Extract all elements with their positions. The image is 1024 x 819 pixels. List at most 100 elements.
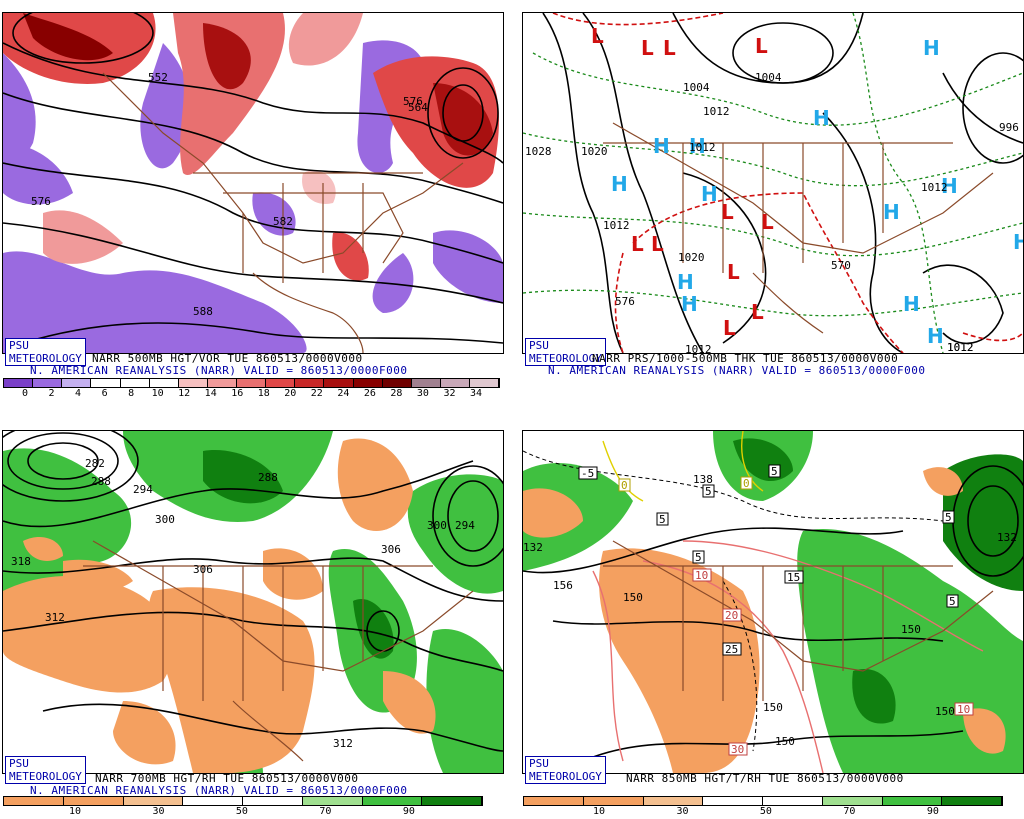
svg-text:L: L xyxy=(755,34,768,58)
scale-tick-label: 2 xyxy=(48,388,55,399)
svg-text:H: H xyxy=(681,292,698,316)
scale-tick-label: 4 xyxy=(75,388,82,399)
contour-label: 306 xyxy=(193,563,213,576)
scale-swatch xyxy=(149,379,179,387)
scale-swatch xyxy=(91,379,121,387)
scale-swatch xyxy=(4,379,34,387)
scale-tick-label: 12 xyxy=(178,388,191,399)
contour-label: 5 xyxy=(705,485,712,498)
contour-label: 306 xyxy=(381,543,401,556)
contour-label: 150 xyxy=(775,735,795,748)
contour-label: 312 xyxy=(333,737,353,750)
svg-text:L: L xyxy=(723,316,736,340)
scale-tick-label: 22 xyxy=(310,388,323,399)
svg-text:L: L xyxy=(591,24,604,48)
contour-label: 150 xyxy=(763,701,783,714)
scale-tick-label: 10 xyxy=(592,806,606,817)
scale-swatch xyxy=(382,379,412,387)
scale-tick-label: 24 xyxy=(337,388,350,399)
contour-label: 1012 xyxy=(947,341,974,353)
scale-swatch xyxy=(524,797,584,805)
scale-tick-label: 10 xyxy=(68,806,82,817)
map-850mb-temp-rh: 138 132 156 150 150 150 150 150 132 -5 0 5 0 5 5 5 10 15 2… xyxy=(522,430,1024,774)
contour-label-box xyxy=(618,478,631,492)
contour-label: 10 xyxy=(957,703,970,716)
contour-label: 5 xyxy=(945,511,952,524)
contour-label-box xyxy=(784,570,804,584)
contour-label: 588 xyxy=(193,305,213,318)
contour-label: 1012 xyxy=(603,219,630,232)
scale-tick-label: 50 xyxy=(235,806,248,817)
vorticity-color-scale xyxy=(3,378,500,388)
scale-swatch xyxy=(411,379,441,387)
contour-label: 582 xyxy=(273,215,293,228)
svg-text:L: L xyxy=(663,36,676,60)
panel-title: NARR 700MB HGT/RH TUE 860513/0000V000 xyxy=(95,772,359,785)
scale-tick-label: 20 xyxy=(284,388,297,399)
svg-text:L: L xyxy=(761,210,774,234)
contour-label: 132 xyxy=(997,531,1017,544)
svg-text:L: L xyxy=(631,232,644,256)
logo-label: PSU METEOROLOGY xyxy=(525,756,606,784)
contour-label: 132 xyxy=(523,541,543,554)
rh850-scale-ticks: 10 30 50 70 90 xyxy=(523,806,1001,818)
scale-swatch xyxy=(643,797,704,805)
contour-label: 1012 xyxy=(703,105,730,118)
contour-label-box xyxy=(578,466,598,480)
scale-swatch xyxy=(703,797,763,805)
contour-label: 5 xyxy=(695,551,702,564)
contour-label: 10 xyxy=(695,569,708,582)
rh-color-scale xyxy=(3,796,483,806)
contour-label: 150 xyxy=(901,623,921,636)
contour-label: 564 xyxy=(408,101,428,114)
svg-text:H: H xyxy=(883,200,900,224)
svg-text:H: H xyxy=(941,174,958,198)
contour-label: 138 xyxy=(693,473,713,486)
scale-tick-label: 14 xyxy=(204,388,217,399)
logo-label: PSU METEOROLOGY xyxy=(5,756,86,784)
contour-label: 0 xyxy=(621,479,628,492)
contour-label: 318 xyxy=(11,555,31,568)
svg-text:H: H xyxy=(927,324,944,348)
scale-swatch xyxy=(63,797,124,805)
svg-text:H: H xyxy=(813,106,830,130)
contour-label: 1004 xyxy=(755,71,782,84)
scale-swatch xyxy=(123,797,184,805)
contour-label: 576 xyxy=(403,95,423,108)
scale-swatch xyxy=(183,797,243,805)
contour-label: 1012 xyxy=(685,343,712,353)
contour-label: 1028 xyxy=(525,145,552,158)
scale-swatch xyxy=(470,379,500,387)
contour-label: 25 xyxy=(725,643,738,656)
contour-label-box xyxy=(728,742,748,756)
svg-text:H: H xyxy=(677,270,694,294)
svg-text:H: H xyxy=(903,292,920,316)
contour-label: 576 xyxy=(31,195,51,208)
map-500mb-vorticity: 552 564 576 582 588 576 xyxy=(2,12,504,354)
scale-tick-label: 28 xyxy=(390,388,403,399)
scale-tick-label: 6 xyxy=(101,388,108,399)
svg-text:L: L xyxy=(727,260,740,284)
contour-label: 1012 xyxy=(947,341,974,353)
scale-swatch xyxy=(178,379,208,387)
logo-label: PSU METEOROLOGY xyxy=(5,338,86,366)
valid-line: N. AMERICAN REANALYSIS (NARR) VALID = 86… xyxy=(30,784,408,797)
scale-tick-label: 34 xyxy=(469,388,483,399)
contour-label: 20 xyxy=(725,609,738,622)
scale-swatch xyxy=(440,379,470,387)
scale-swatch xyxy=(62,379,92,387)
rh850-color-scale xyxy=(523,796,1003,806)
scale-swatch xyxy=(120,379,150,387)
scale-tick-label: 70 xyxy=(843,806,856,817)
scale-tick-label: 30 xyxy=(416,388,429,399)
scale-swatch xyxy=(882,797,943,805)
scale-swatch xyxy=(243,797,303,805)
svg-text:H: H xyxy=(611,172,628,196)
contour-label: 300 xyxy=(155,513,175,526)
scale-tick-label: 30 xyxy=(152,806,165,817)
scale-swatch xyxy=(4,797,64,805)
contour-label: 288 xyxy=(91,475,111,488)
scale-tick-label: 26 xyxy=(363,388,376,399)
rh700-map-graphic: 282 288 294 288 300 306 318 312 306 300 294 312 xyxy=(3,431,503,773)
